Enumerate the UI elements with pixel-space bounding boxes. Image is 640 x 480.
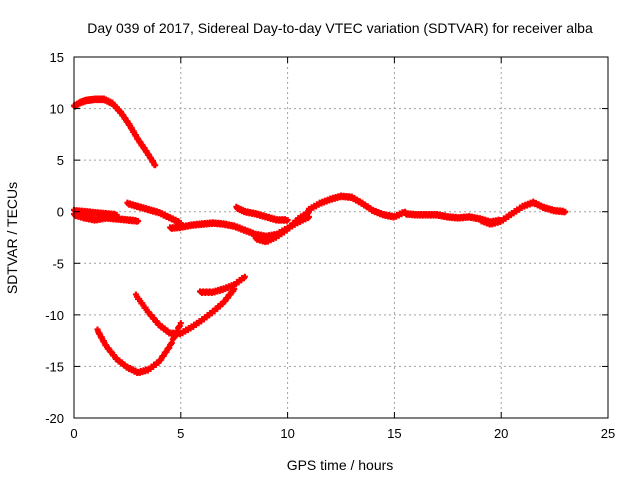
series-arc-6	[233, 203, 291, 224]
series-arc-12	[132, 286, 238, 338]
data-point	[113, 211, 120, 218]
y-axis-title: SDTVAR / TECUs	[4, 182, 20, 294]
series-arc-13	[197, 273, 248, 296]
y-tick-label: 15	[50, 50, 64, 65]
series-arc-7	[252, 208, 312, 246]
y-tick-label: 5	[57, 153, 64, 168]
chart-title: Day 039 of 2017, Sidereal Day-to-day VTE…	[87, 20, 593, 36]
x-tick-label: 0	[70, 426, 77, 441]
series-arc-4	[124, 199, 184, 227]
y-tick-label: -20	[45, 411, 64, 426]
axes: 0 5 10 15 20 25 -20 -15 -10 -5 0 5 10 15	[45, 50, 615, 441]
y-tick-label: -5	[52, 256, 64, 271]
series-arc-8	[305, 192, 409, 221]
series-arc-1	[71, 95, 159, 169]
y-tick-label: -10	[45, 308, 64, 323]
series-arc-3	[71, 206, 120, 219]
data-point	[152, 162, 159, 169]
series-arc-11	[94, 320, 184, 376]
data-series	[71, 95, 569, 376]
data-point	[135, 217, 142, 224]
data-point	[241, 273, 248, 280]
y-tick-label: 10	[50, 102, 64, 117]
plot-frame	[73, 56, 609, 419]
data-point	[284, 216, 291, 223]
data-point	[177, 320, 184, 327]
series-arc-10	[476, 198, 569, 228]
x-tick-label: 10	[280, 426, 294, 441]
x-axis-title: GPS time / hours	[287, 457, 394, 473]
x-tick-label: 25	[601, 426, 615, 441]
data-point	[562, 208, 569, 215]
x-tick-label: 20	[494, 426, 508, 441]
y-tick-label: -15	[45, 359, 64, 374]
y-tick-label: 0	[57, 205, 64, 220]
x-tick-label: 5	[177, 426, 184, 441]
x-tick-label: 15	[387, 426, 401, 441]
